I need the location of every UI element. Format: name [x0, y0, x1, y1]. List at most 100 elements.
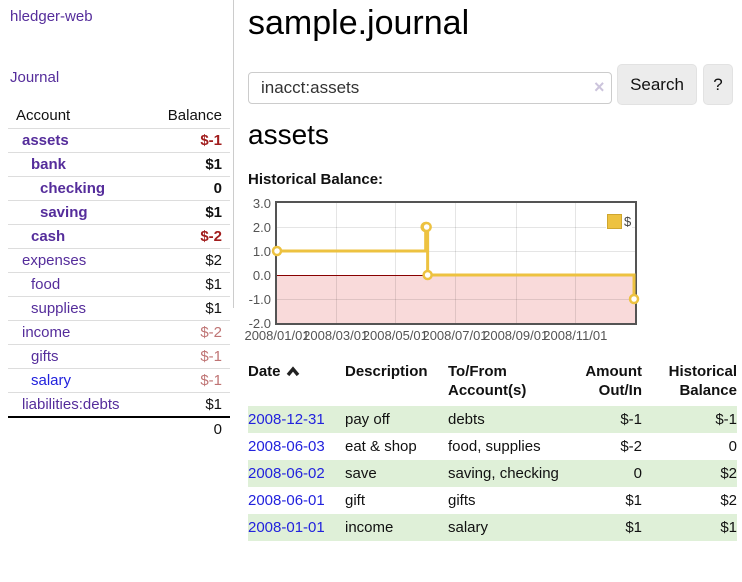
accounts-total-value: 0 — [144, 416, 230, 441]
y-axis-tick-label: 2.0 — [252, 220, 271, 235]
account-link[interactable]: gifts — [31, 348, 59, 365]
transaction-accounts: food, supplies — [448, 438, 541, 455]
search-button[interactable]: Search — [617, 64, 697, 105]
account-link[interactable]: liabilities:debts — [22, 396, 120, 413]
transaction-row: 2008-01-01 income salary $1 $1 — [248, 514, 737, 541]
register-header-balance: Historical Balance — [668, 363, 737, 399]
account-link[interactable]: income — [22, 324, 71, 341]
account-link[interactable]: checking — [40, 180, 106, 197]
account-row: food $1 — [8, 272, 230, 297]
transaction-amount: $1 — [560, 514, 642, 541]
y-axis-tick-label: -2.0 — [248, 316, 271, 331]
transaction-date-link[interactable]: 2008-06-01 — [248, 492, 325, 509]
transaction-description: gift — [345, 492, 366, 509]
help-button[interactable]: ? — [703, 64, 733, 105]
register-header-date[interactable]: Date — [248, 362, 345, 406]
app-title-link[interactable]: hledger-web — [10, 8, 93, 25]
transaction-date-link[interactable]: 2008-01-01 — [248, 519, 325, 536]
account-link[interactable]: bank — [31, 156, 67, 173]
balance-series — [271, 221, 640, 305]
account-balance: 0 — [144, 176, 230, 201]
account-row: expenses $2 — [8, 248, 230, 273]
legend-label: $ — [624, 214, 632, 229]
account-link[interactable]: food — [31, 276, 61, 293]
account-row: gifts $-1 — [8, 344, 230, 369]
account-link[interactable]: cash — [31, 228, 66, 245]
account-balance: $1 — [144, 392, 230, 417]
transaction-accounts: gifts — [448, 492, 476, 509]
clear-search-icon[interactable]: × — [594, 77, 605, 97]
sidebar-item-journal[interactable]: Journal — [10, 69, 60, 86]
gridline — [277, 227, 635, 228]
transaction-date-link[interactable]: 2008-06-03 — [248, 438, 325, 455]
gridline — [455, 203, 456, 323]
accounts-rows: assets $-1 bank $1 checking 0 saving $1 cash $-2 e… — [8, 128, 230, 417]
account-row: income $-2 — [8, 320, 230, 345]
transaction-row: 2008-06-02 save saving, checking 0 $2 — [248, 460, 737, 487]
transaction-amount: $-2 — [620, 438, 642, 455]
register-header-amount: Amount Out/In — [585, 363, 642, 399]
chart-title: Historical Balance: — [248, 171, 384, 188]
account-balance: $1 — [144, 272, 230, 297]
account-balance: $-1 — [144, 368, 230, 393]
account-row: salary $-1 — [8, 368, 230, 393]
account-link[interactable]: supplies — [31, 300, 87, 317]
x-axis-tick-label: 2008/01/01 — [244, 328, 310, 343]
register-header-accounts: To/From Account(s) — [448, 363, 527, 399]
transaction-date-link[interactable]: 2008-06-02 — [248, 465, 325, 482]
transaction-date-link[interactable]: 2008-12-31 — [248, 411, 325, 428]
gridline — [336, 203, 337, 323]
gridline — [516, 203, 517, 323]
legend-swatch-icon — [607, 214, 622, 229]
transaction-balance: $1 — [642, 514, 737, 541]
transaction-balance: $2 — [720, 492, 737, 509]
account-row: cash $-2 — [8, 224, 230, 249]
account-balance: $-2 — [144, 320, 230, 345]
x-axis-tick-label: 2008/11/01 — [543, 328, 608, 343]
transaction-balance: $2 — [642, 460, 737, 487]
account-row: checking 0 — [8, 176, 230, 201]
x-axis-tick-label: 2008/03/01 — [303, 328, 369, 343]
transaction-amount: $1 — [625, 492, 642, 509]
transaction-balance: 0 — [728, 438, 737, 455]
search-input[interactable] — [248, 72, 612, 104]
transaction-row: 2008-06-03 eat & shop food, supplies $-2 0 — [248, 433, 737, 460]
transaction-amount: 0 — [560, 460, 642, 487]
account-row: saving $1 — [8, 200, 230, 225]
y-axis-tick-label: 3.0 — [252, 196, 271, 211]
account-link[interactable]: salary — [31, 372, 72, 389]
gridline — [395, 203, 396, 323]
transaction-accounts: debts — [448, 406, 560, 433]
register-rows: 2008-12-31 pay off debts $-1 $-1 2008-06-03 ea… — [248, 406, 737, 541]
transaction-balance: $-1 — [642, 406, 737, 433]
transaction-description: eat & shop — [345, 438, 417, 455]
account-balance: $-1 — [144, 128, 230, 153]
account-balance: $-1 — [144, 344, 230, 369]
account-balance: $2 — [144, 248, 230, 273]
transaction-accounts: saving, checking — [448, 460, 560, 487]
register-table: Date Description To/From Account(s) Amou… — [248, 362, 737, 541]
y-axis-tick-label: 1.0 — [252, 244, 271, 259]
account-link[interactable]: saving — [40, 204, 88, 221]
negative-region-shading — [277, 275, 635, 323]
account-balance: $-2 — [144, 224, 230, 249]
gridline — [277, 251, 635, 252]
transaction-row: 2008-12-31 pay off debts $-1 $-1 — [248, 406, 737, 433]
page-title: sample.journal — [248, 4, 470, 42]
transaction-description: pay off — [345, 406, 448, 433]
account-row: liabilities:debts $1 — [8, 392, 230, 417]
historical-balance-chart[interactable] — [271, 201, 640, 325]
account-link[interactable]: expenses — [22, 252, 87, 269]
gridline — [277, 299, 635, 300]
accounts-total-row: 0 — [8, 416, 230, 441]
account-link[interactable]: assets — [22, 132, 69, 149]
sort-ascending-icon — [286, 363, 300, 382]
chart-legend: $ — [606, 214, 633, 229]
account-balance: $1 — [144, 152, 230, 177]
accounts-header-balance: Balance — [167, 107, 222, 124]
gridline — [575, 203, 576, 323]
accounts-header-account: Account — [16, 107, 71, 124]
x-axis-tick-label: 2008/05/01 — [362, 328, 428, 343]
sidebar-divider — [233, 0, 234, 308]
account-heading: assets — [248, 119, 329, 150]
